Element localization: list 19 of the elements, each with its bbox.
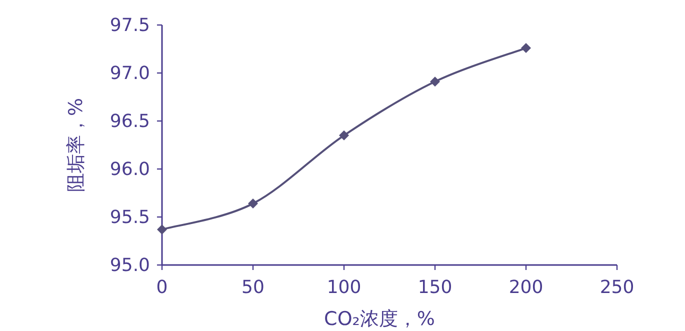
point — [248, 198, 258, 209]
y-tick-label: 95.0 — [110, 255, 150, 276]
y-tick-label: 97.0 — [110, 63, 150, 84]
point — [157, 224, 167, 234]
x-tick-label: 100 — [326, 277, 362, 298]
x-tick-label: 200 — [508, 277, 544, 298]
y-tick-label: 97.5 — [110, 15, 150, 36]
x-tick-label: 250 — [600, 277, 634, 298]
point — [339, 130, 349, 140]
y-axis-title: 阻垢率，% — [65, 98, 87, 192]
point — [521, 43, 531, 54]
x-tick-label: 150 — [418, 277, 452, 298]
y-tick-label: 95.5 — [110, 207, 150, 228]
point — [430, 76, 440, 87]
y-tick-label: 96.5 — [110, 111, 150, 132]
x-tick-label: 0 — [156, 277, 168, 298]
x-axis-title: CO₂浓度，% — [324, 308, 435, 330]
y-tick-label: 96.0 — [110, 159, 150, 180]
x-tick-label: 50 — [242, 277, 264, 298]
